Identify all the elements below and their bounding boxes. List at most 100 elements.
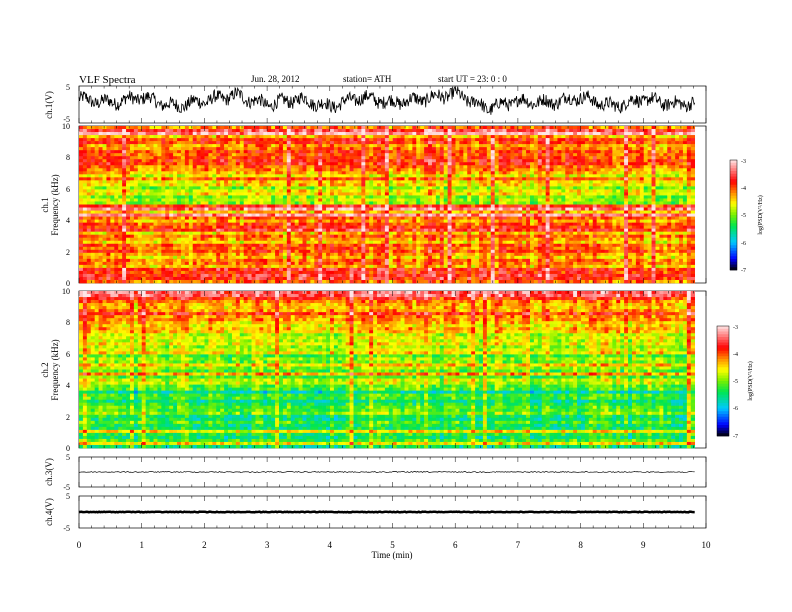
spectrogram-cell <box>388 231 394 235</box>
spectrogram-cell <box>153 165 158 169</box>
spectrogram-cell <box>224 240 229 245</box>
spectrogram-cell <box>279 177 284 181</box>
spectrogram-cell <box>169 126 174 130</box>
spectrogram-cell <box>400 270 405 275</box>
spectrogram-cell <box>231 270 237 275</box>
spectrogram-cell <box>118 225 123 229</box>
spectrogram-cell <box>286 192 292 196</box>
spectrogram-cell <box>314 255 319 260</box>
spectrogram-cell <box>82 234 88 239</box>
spectrogram-cell <box>388 216 394 220</box>
spectrogram-cell <box>228 261 233 266</box>
spectrogram-cell <box>392 183 397 187</box>
spectrogram-cell <box>451 141 456 145</box>
spectrogram-cell <box>141 276 146 281</box>
spectrogram-cell <box>239 183 245 187</box>
spectrogram-cell <box>337 165 343 169</box>
spectrogram-cell <box>255 270 260 275</box>
spectrogram-cell <box>392 180 397 184</box>
spectrogram-cell <box>435 168 441 172</box>
spectrogram-cell <box>188 210 194 214</box>
spectrogram-cell <box>165 141 170 145</box>
spectrogram-cell <box>361 174 366 178</box>
spectrogram-cell <box>259 210 264 214</box>
spectrogram-cell <box>341 258 346 263</box>
spectrogram-cell <box>451 192 456 196</box>
spectrogram-cell <box>428 135 433 139</box>
spectrogram-cell <box>424 150 429 154</box>
spectrogram-cell <box>290 165 295 169</box>
spectrogram-cell <box>345 156 350 160</box>
spectrogram-cell <box>318 159 323 163</box>
spectrogram-cell <box>431 219 437 223</box>
spectrogram-cell <box>443 201 448 205</box>
spectrogram-cell <box>122 258 127 263</box>
spectrogram-cell <box>349 195 354 199</box>
spectrogram-cell <box>153 258 158 263</box>
spectrogram-cell <box>82 144 88 148</box>
spectrogram-cell <box>212 177 217 181</box>
spectrogram-cell <box>345 159 350 163</box>
spectrogram-cell <box>271 135 276 139</box>
spectrogram-cell <box>220 144 225 148</box>
spectrogram-cell <box>428 231 433 235</box>
spectrogram-cell <box>428 240 433 245</box>
spectrogram-cell <box>345 225 350 229</box>
spectrogram-cell <box>224 180 229 184</box>
spectrogram-cell <box>431 246 437 251</box>
spectrogram-cell <box>212 210 217 214</box>
spectrogram-cell <box>443 144 448 148</box>
spectrogram-cell <box>208 189 213 193</box>
spectrogram-cell <box>86 207 92 211</box>
spectrogram-cell <box>161 264 166 269</box>
spectrogram-cell <box>263 147 268 151</box>
spectrogram-cell <box>279 189 284 193</box>
spectrogram-cell <box>443 237 448 242</box>
spectrogram-cell <box>157 243 162 248</box>
spectrogram-cell <box>420 219 425 223</box>
spectrogram-cell <box>235 213 241 217</box>
spectrogram-cell <box>184 219 190 223</box>
spectrogram-cell <box>416 231 421 235</box>
spectrogram-cell <box>384 156 390 160</box>
spectrogram-cell <box>263 216 268 220</box>
spectrogram-cell <box>255 129 260 133</box>
spectrogram-cell <box>404 162 409 166</box>
spectrogram-cell <box>349 156 354 160</box>
spectrogram-cell <box>102 216 107 220</box>
spectrogram-cell <box>341 207 346 211</box>
spectrogram-cell <box>122 126 127 130</box>
spectrogram-cell <box>412 183 417 187</box>
spectrogram-cell <box>388 144 394 148</box>
spectrogram-cell <box>184 204 190 208</box>
spectrogram-cell <box>231 159 237 163</box>
spectrogram-cell <box>388 150 394 154</box>
spectrogram-cell <box>259 252 264 257</box>
spectrogram-cell <box>255 201 260 205</box>
spectrogram-cell <box>333 264 339 269</box>
spectrogram-cell <box>141 213 146 217</box>
spectrogram-cell <box>435 240 441 245</box>
spectrogram-cell <box>102 219 107 223</box>
spectrogram-cell <box>392 267 397 272</box>
spectrogram-cell <box>145 252 150 257</box>
spectrogram-cell <box>412 174 417 178</box>
spectrogram-cell <box>294 159 299 163</box>
spectrogram-cell <box>420 150 425 154</box>
spectrogram-cell <box>443 135 448 139</box>
spectrogram-cell <box>357 132 362 136</box>
spectrogram-cell <box>79 234 84 239</box>
spectrogram-cell <box>259 186 264 190</box>
spectrogram-cell <box>126 204 131 208</box>
spectrogram-cell <box>286 237 292 242</box>
spectrogram-cell <box>318 240 323 245</box>
spectrogram-cell <box>318 186 323 190</box>
spectrogram-cell <box>239 222 245 226</box>
spectrogram-cell <box>443 261 448 266</box>
spectrogram-cell <box>361 216 366 220</box>
spectrogram-cell <box>106 141 111 145</box>
spectrogram-cell <box>357 270 362 275</box>
spectrogram-cell <box>424 267 429 272</box>
spectrogram-cell <box>94 234 99 239</box>
spectrogram-cell <box>114 153 119 157</box>
